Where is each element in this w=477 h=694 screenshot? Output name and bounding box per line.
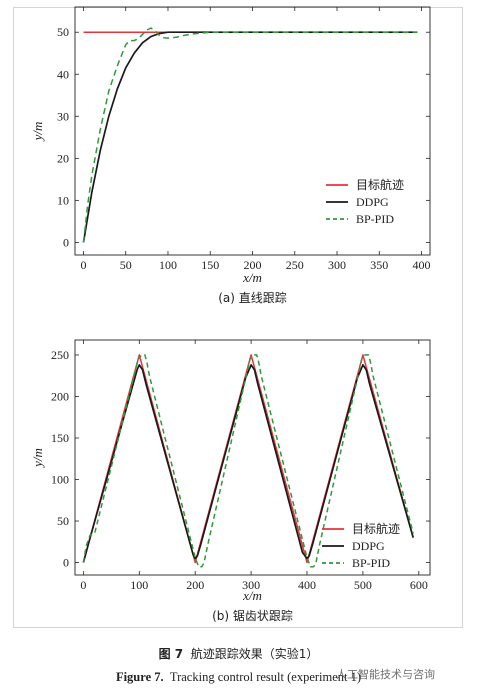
x-tick-label: 350 [370, 258, 388, 272]
caption-en-text: Tracking control result (experiment 1) [169, 670, 362, 684]
series-line-ddpg [82, 364, 415, 563]
panel-subtitle: (a) 直线跟踪 [218, 291, 287, 305]
y-tick-label: 0 [63, 235, 69, 249]
x-axis-label: x/m [242, 588, 262, 603]
x-tick-label: 200 [186, 578, 204, 592]
y-tick-label: 250 [51, 348, 69, 362]
legend-label: 目标航迹 [356, 177, 404, 192]
caption-english: Figure 7. Tracking control result (exper… [0, 670, 477, 685]
panel-subtitle: (b) 锯齿状跟踪 [212, 608, 293, 623]
y-tick-label: 30 [57, 109, 69, 123]
y-tick-label: 100 [51, 473, 69, 487]
y-tick-label: 200 [51, 389, 69, 403]
x-tick-label: 0 [80, 258, 86, 272]
watermark: 人工智能技术与咨询 [336, 668, 435, 681]
legend-label: 目标航迹 [352, 521, 400, 536]
caption-cn-label: 图 7 [158, 647, 184, 661]
x-tick-label: 300 [328, 258, 346, 272]
legend-label: DDPG [356, 195, 389, 209]
chart-panel-2: 0 100 200 300 400 500 600 0 50 100 150 200 250 x/m y/m… [30, 339, 431, 623]
x-tick-label: 200 [244, 258, 262, 272]
caption-en-label: Figure 7. [115, 670, 164, 684]
x-axis-label: x/m [242, 270, 262, 285]
legend-label: BP-PID [356, 212, 394, 226]
x-tick-label: 600 [410, 578, 428, 592]
x-tick-label: 100 [159, 258, 177, 272]
x-tick-label: 150 [201, 258, 219, 272]
series-line-bp-pid [82, 27, 418, 243]
x-tick-label: 300 [242, 578, 260, 592]
legend-label: DDPG [352, 539, 385, 553]
y-tick-label: 40 [57, 67, 69, 81]
plot-frame [74, 339, 431, 576]
y-tick-label: 10 [57, 193, 69, 207]
y-tick-label: 50 [57, 25, 69, 39]
y-tick-label: 0 [63, 556, 69, 570]
y-tick-label: 150 [51, 431, 69, 445]
x-tick-label: 500 [354, 578, 372, 592]
x-tick-label: 100 [130, 578, 148, 592]
x-tick-label: 250 [286, 258, 304, 272]
x-tick-label: 50 [120, 258, 132, 272]
legend-label: BP-PID [352, 556, 390, 570]
series-line-target [82, 354, 414, 564]
chart-panel-1: 0 50 100 150 200 250 300 350 400 0 10 20 30 40 50 x/m y/… [30, 6, 431, 305]
caption-cn-text: 航迹跟踪效果（实验1） [190, 647, 319, 661]
y-axis-label: y/m [30, 122, 45, 143]
figure-frame [13, 7, 463, 628]
x-tick-label: 400 [298, 578, 316, 592]
y-tick-label: 20 [57, 151, 69, 165]
x-tick-label: 0 [80, 578, 86, 592]
y-axis-label: y/m [30, 448, 45, 469]
x-tick-label: 400 [413, 258, 431, 272]
caption-chinese: 图 7 航迹跟踪效果（实验1） [0, 645, 477, 662]
series-line-bp-pid [82, 354, 414, 568]
series-line-ddpg [82, 31, 418, 243]
y-tick-label: 50 [57, 514, 69, 528]
